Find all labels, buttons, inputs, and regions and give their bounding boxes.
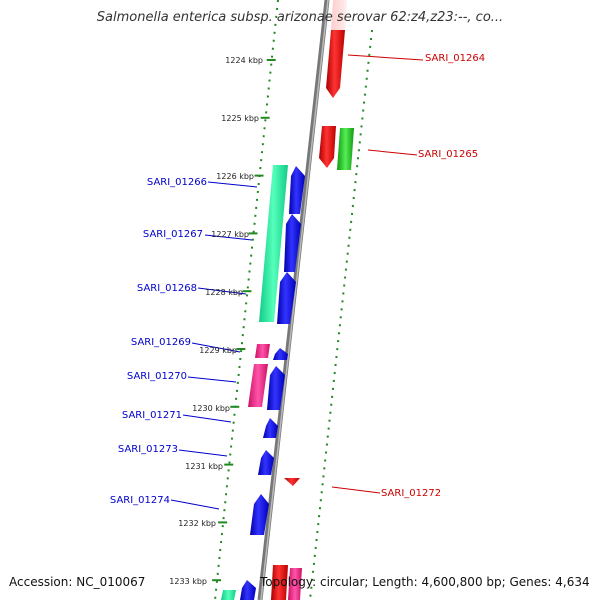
gene-label-sari-01265[interactable]: SARI_01265 <box>418 149 478 160</box>
trna-block-bottom <box>288 568 302 600</box>
tick-label-1229: 1229 kbp <box>199 346 237 355</box>
genome-title: Salmonella enterica subsp. arizonae sero… <box>96 10 504 25</box>
tick-label-1224: 1224 kbp <box>225 56 263 65</box>
gene-label-sari-01264[interactable]: SARI_01264 <box>425 53 485 64</box>
gene-label-sari-01274[interactable]: SARI_01274 <box>110 495 170 506</box>
gene-label-sari-01272[interactable]: SARI_01272 <box>381 488 441 499</box>
tick-label-1232: 1232 kbp <box>178 519 216 528</box>
ruler-ticks <box>212 59 276 582</box>
gene-sari-01266[interactable] <box>289 166 305 214</box>
gene-bottom-red <box>271 565 288 600</box>
gene-label-sari-01268[interactable]: SARI_01268 <box>137 283 197 294</box>
gene-label-sari-01270[interactable]: SARI_01270 <box>127 371 187 382</box>
rrna-block <box>259 165 288 322</box>
tick-label-1231: 1231 kbp <box>185 462 223 471</box>
gene-sari-01274[interactable] <box>250 494 269 535</box>
gene-sari-01268[interactable] <box>277 272 296 324</box>
gene-label-sari-01273[interactable]: SARI_01273 <box>118 444 178 455</box>
gene-label-sari-01269[interactable]: SARI_01269 <box>131 337 191 348</box>
tick-label-1233: 1233 kbp <box>169 577 207 586</box>
tick-label-1230: 1230 kbp <box>192 404 230 413</box>
right-dotted-track <box>309 29 373 600</box>
gene-pale-top <box>331 0 347 30</box>
gene-sari-01265-green[interactable] <box>337 128 354 170</box>
gene-sari-01270[interactable] <box>267 366 285 410</box>
gene-label-sari-01271[interactable]: SARI_01271 <box>122 410 182 421</box>
gene-sari-01265-red[interactable] <box>319 126 336 168</box>
tick-label-1228: 1228 kbp <box>205 288 243 297</box>
gene-label-sari-01266[interactable]: SARI_01266 <box>147 177 207 188</box>
gene-sari-01267[interactable] <box>284 214 301 272</box>
tick-label-1227: 1227 kbp <box>211 230 249 239</box>
trna-block-1 <box>255 344 270 358</box>
gene-sari-01271[interactable] <box>263 418 278 438</box>
gene-bottom-blue <box>240 580 256 600</box>
tick-label-1225: 1225 kbp <box>221 114 259 123</box>
accession-text: Accession: NC_010067 <box>9 575 146 589</box>
gene-sari-01272[interactable] <box>284 478 300 486</box>
backbone-highlight <box>260 0 329 600</box>
rrna-block-bottom <box>221 590 236 600</box>
label-connectors <box>170 54 424 510</box>
gene-sari-01264[interactable] <box>326 30 345 98</box>
gene-label-sari-01267[interactable]: SARI_01267 <box>143 229 203 240</box>
gene-sari-01269[interactable] <box>273 348 288 360</box>
backbone-line <box>257 0 330 600</box>
tick-label-1226: 1226 kbp <box>216 172 254 181</box>
topology-info: Topology: circular; Length: 4,600,800 bp… <box>260 575 590 589</box>
gene-sari-01273[interactable] <box>258 450 274 475</box>
trna-block-2 <box>248 364 268 407</box>
